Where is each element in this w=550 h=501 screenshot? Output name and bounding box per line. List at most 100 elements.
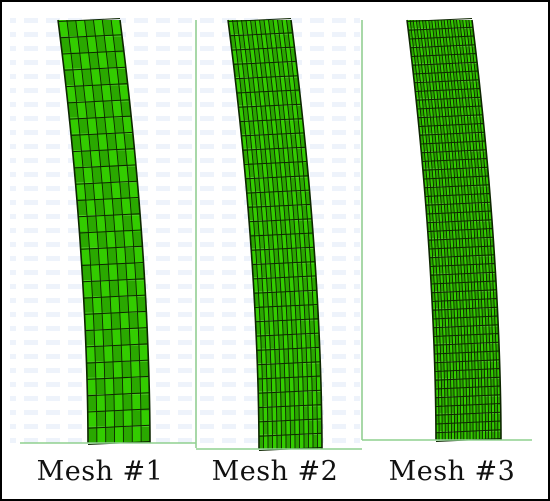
mesh-element [453, 387, 458, 397]
mesh-line-horizontal [435, 411, 501, 416]
mesh-element [461, 273, 466, 283]
mesh-element [488, 422, 492, 432]
mesh-element [471, 361, 476, 370]
mesh-line-vertical [119, 19, 151, 444]
mesh-element [466, 247, 470, 257]
mesh-element [474, 343, 478, 353]
mesh-element [70, 133, 82, 151]
mesh-element [94, 329, 104, 346]
mesh-line-horizontal [233, 60, 297, 65]
mesh-element [464, 343, 469, 353]
mesh-element [478, 370, 482, 379]
mesh-element [491, 413, 495, 423]
mesh-element [446, 343, 450, 353]
mesh-element [490, 370, 494, 379]
mesh-element [474, 352, 478, 362]
mesh-element [436, 221, 441, 230]
mesh-element [431, 247, 436, 257]
mesh-element [271, 163, 277, 178]
mesh-element [254, 177, 261, 192]
mesh-element [474, 238, 479, 248]
mesh-element [298, 163, 304, 178]
mesh-element [457, 396, 461, 405]
mesh-element [448, 422, 452, 432]
mesh-element [457, 265, 462, 274]
mesh-element [491, 387, 495, 397]
mesh-element [466, 396, 470, 405]
mesh-element [440, 352, 444, 362]
mesh-element [305, 248, 311, 264]
mesh-line-horizontal [420, 140, 486, 145]
mesh-element [433, 273, 438, 283]
mesh-element [120, 101, 132, 118]
mesh-element [67, 101, 79, 118]
mesh-element [441, 405, 446, 414]
mesh-element [91, 166, 103, 183]
mesh-element [460, 308, 464, 318]
mesh-element [452, 352, 457, 362]
mesh-element [92, 296, 103, 313]
mesh-line-horizontal [414, 79, 480, 84]
mesh-element [258, 220, 264, 235]
mesh-element [110, 296, 120, 313]
mesh-element [110, 182, 122, 199]
mesh-element [487, 291, 491, 300]
mesh-element [294, 291, 300, 306]
mesh-element [72, 68, 84, 86]
mesh-panel-2 [196, 14, 360, 451]
mesh-element [256, 263, 263, 278]
mesh-element [443, 238, 448, 248]
mesh-element [483, 343, 487, 353]
mesh-element [141, 426, 150, 443]
mesh-element [123, 231, 134, 248]
mesh-element [113, 361, 123, 378]
mesh-element [252, 205, 259, 221]
mesh-element [472, 396, 476, 405]
mesh-2-label: Mesh #2 [211, 456, 339, 487]
mesh-element [448, 256, 452, 265]
mesh-element [294, 434, 300, 449]
mesh-element [463, 387, 467, 397]
mesh-element [480, 273, 484, 283]
mesh-line-vertical [406, 19, 437, 441]
mesh-element [130, 345, 140, 362]
mesh-element [303, 434, 309, 449]
mesh-element [311, 377, 317, 392]
mesh-element [470, 265, 474, 274]
mesh-element [451, 413, 455, 423]
mesh-line-horizontal [245, 175, 309, 180]
mesh-element [455, 230, 460, 239]
mesh-element [451, 422, 455, 432]
mesh-element [465, 282, 469, 292]
mesh-element [462, 247, 467, 257]
mesh-line-horizontal [256, 346, 320, 351]
mesh-element [438, 378, 442, 388]
mesh-element [481, 378, 485, 388]
mesh-element [256, 205, 263, 221]
mesh-line-horizontal [80, 245, 143, 250]
mesh-element [82, 166, 94, 183]
mesh-element [275, 363, 281, 378]
mesh-line-vertical [422, 19, 452, 441]
mesh-element [255, 191, 262, 206]
mesh-element [292, 205, 299, 221]
mesh-element [462, 300, 467, 309]
mesh-element [478, 378, 482, 388]
mesh-element [125, 264, 136, 281]
mesh-element [307, 277, 313, 292]
mesh-element [470, 431, 474, 440]
mesh-element [266, 277, 272, 292]
mesh-element [486, 352, 491, 362]
mesh-element [315, 348, 321, 364]
mesh-element [450, 291, 454, 300]
mesh-element [303, 406, 309, 421]
mesh-line-horizontal [69, 115, 132, 120]
mesh-element [81, 150, 92, 167]
mesh-element [308, 406, 313, 421]
mesh-element [458, 230, 463, 239]
mesh-line-horizontal [65, 83, 128, 88]
mesh-element [480, 335, 484, 344]
mesh-line-horizontal [85, 343, 148, 348]
mesh-element [477, 238, 482, 248]
mesh-element [88, 52, 100, 69]
